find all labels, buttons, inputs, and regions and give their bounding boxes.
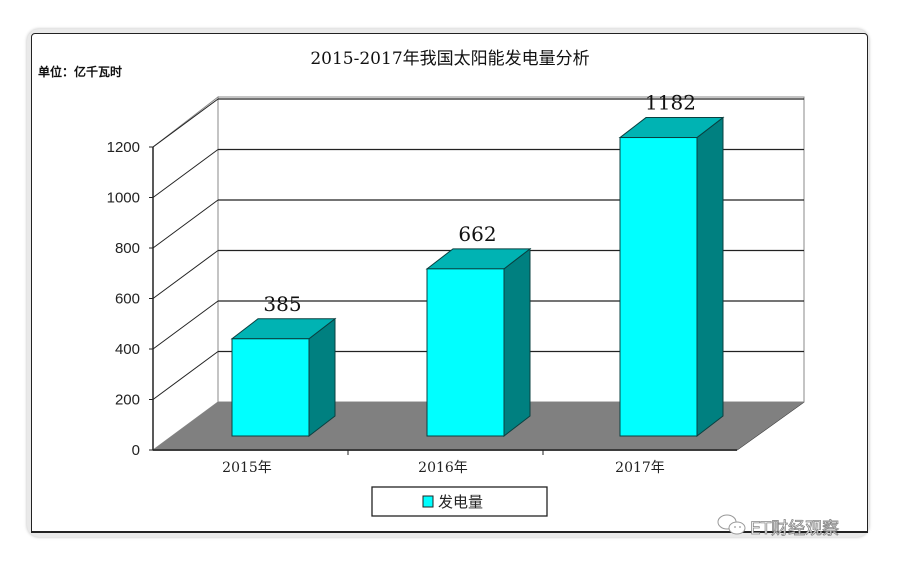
y-tick-label: 800 (115, 240, 140, 257)
data-label: 385 (263, 292, 301, 316)
bar-2015年: 385 (230, 292, 337, 438)
watermark-text: ET财经观察 (750, 519, 839, 539)
y-tick-label: 600 (115, 291, 140, 308)
wechat-icon (717, 514, 746, 535)
data-label: 1182 (645, 91, 696, 115)
x-label-2015: 2015年 (222, 460, 272, 476)
side-wall (152, 95, 219, 451)
y-tick-label: 200 (115, 392, 140, 409)
bar-series: 385 662 1182 (230, 91, 725, 438)
x-label-2017: 2017年 (615, 460, 665, 476)
data-label: 662 (458, 222, 496, 246)
bar-2017年: 1182 (618, 91, 725, 438)
bar-2016年: 662 (425, 222, 532, 438)
unit-label: 单位：亿千瓦时 (38, 64, 122, 79)
watermark: ET财经观察 (717, 514, 840, 539)
x-label-2016: 2016年 (418, 460, 468, 476)
legend-label: 发电量 (438, 493, 483, 511)
legend: 发电量 (371, 486, 548, 517)
y-tick-label: 400 (115, 341, 140, 358)
y-tick-label: 1200 (107, 139, 140, 156)
y-tick-label: 1000 (107, 190, 140, 207)
chart-title: 2015-2017年我国太阳能发电量分析 (310, 49, 589, 69)
legend-swatch (422, 495, 434, 508)
y-axis-ticks: 0 200 400 600 800 1000 1200 (107, 139, 153, 459)
y-tick-label: 0 (132, 442, 140, 459)
